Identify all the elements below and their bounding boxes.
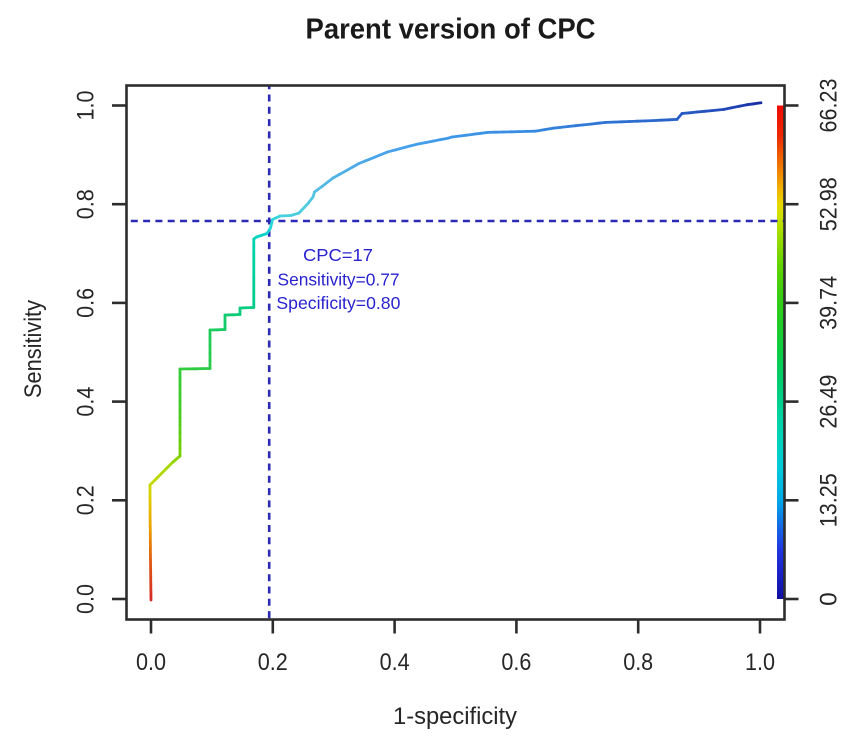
svg-text:66.23: 66.23 — [816, 79, 843, 133]
svg-text:0.6: 0.6 — [73, 288, 100, 318]
svg-text:0.2: 0.2 — [73, 485, 100, 515]
svg-text:39.74: 39.74 — [816, 276, 843, 330]
svg-text:13.25: 13.25 — [816, 473, 843, 527]
svg-text:1.0: 1.0 — [73, 91, 100, 121]
svg-text:52.98: 52.98 — [816, 177, 843, 231]
svg-text:1-specificity: 1-specificity — [393, 703, 518, 730]
svg-text:0.0: 0.0 — [136, 649, 166, 676]
svg-text:Specificity=0.80: Specificity=0.80 — [276, 293, 400, 313]
svg-text:0: 0 — [816, 592, 843, 606]
svg-text:1.0: 1.0 — [745, 649, 775, 676]
svg-text:26.49: 26.49 — [816, 375, 843, 429]
svg-text:Sensitivity=0.77: Sensitivity=0.77 — [278, 270, 400, 290]
svg-text:CPC=17: CPC=17 — [303, 245, 373, 265]
svg-text:0.6: 0.6 — [501, 649, 531, 676]
svg-text:0.0: 0.0 — [73, 584, 100, 614]
svg-text:Sensitivity: Sensitivity — [20, 299, 47, 398]
svg-text:Parent version of CPC: Parent version of CPC — [306, 14, 596, 46]
svg-text:0.2: 0.2 — [258, 649, 288, 676]
svg-text:0.4: 0.4 — [380, 649, 410, 676]
svg-text:0.8: 0.8 — [623, 649, 653, 676]
svg-text:0.4: 0.4 — [73, 387, 100, 417]
svg-text:0.8: 0.8 — [73, 189, 100, 219]
